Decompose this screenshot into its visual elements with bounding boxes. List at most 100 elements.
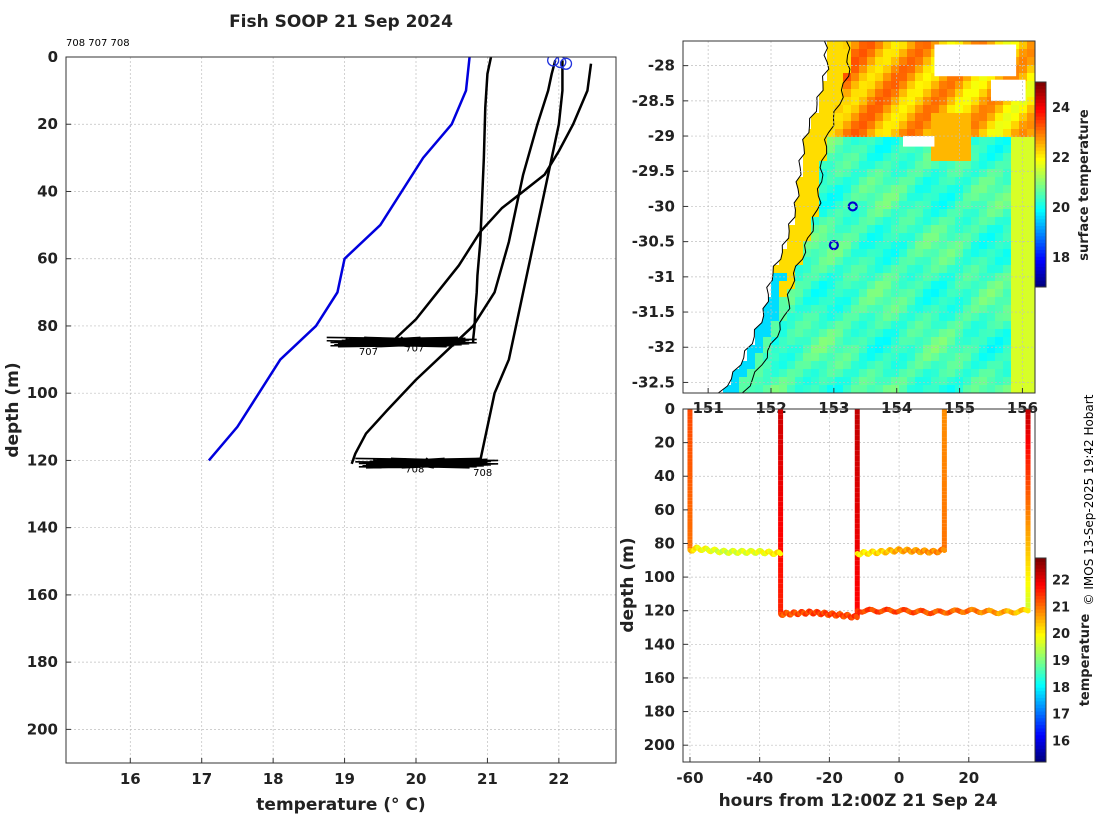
sst-cell (771, 337, 780, 346)
sst-cell (987, 105, 996, 114)
sst-cell (1003, 377, 1012, 386)
sst-cell (923, 193, 932, 202)
sst-cell (843, 65, 852, 74)
sst-cell (787, 361, 796, 370)
sst-cell (867, 361, 876, 370)
sst-cell (987, 233, 996, 242)
sst-cell (779, 249, 788, 258)
sst-cell (947, 153, 956, 162)
sst-cell (859, 257, 868, 266)
sst-cell (963, 209, 972, 218)
section-x-tick: -40 (746, 769, 773, 787)
section-colorbar-step (1035, 697, 1046, 702)
sst-cell (995, 313, 1004, 322)
sst-cell (811, 377, 820, 386)
sst-cell (987, 385, 996, 393)
sst-cell (843, 377, 852, 386)
sst-cell (747, 377, 756, 386)
sst-cell (859, 121, 868, 130)
sst-cell (851, 377, 860, 386)
sst-cell (891, 297, 900, 306)
sst-cell (939, 89, 948, 98)
map-colorbar-step (1035, 157, 1046, 162)
sst-cell (899, 217, 908, 226)
sst-cell (899, 257, 908, 266)
sst-cell (867, 97, 876, 106)
sst-cell (1019, 321, 1028, 330)
sst-cell (891, 305, 900, 314)
sst-cell (843, 177, 852, 186)
sst-cell (811, 241, 820, 250)
sst-cell (971, 177, 980, 186)
sst-cell (843, 297, 852, 306)
sst-cell (907, 81, 916, 90)
sst-cell (979, 249, 988, 258)
map-y-tick: -30.5 (632, 233, 675, 251)
sst-cell (883, 313, 892, 322)
sst-cell (995, 361, 1004, 370)
sst-cell (819, 329, 828, 338)
sst-cell (875, 353, 884, 362)
section-colorbar-step (1035, 602, 1046, 607)
sst-cell (947, 209, 956, 218)
sst-cell (939, 193, 948, 202)
sst-cell (883, 385, 892, 393)
sst-cell (971, 257, 980, 266)
sst-cell (851, 201, 860, 210)
sst-cell (843, 193, 852, 202)
sst-cell (1019, 153, 1028, 162)
sst-cell (763, 305, 772, 314)
section-colorbar-step (1035, 585, 1046, 590)
sst-cell (819, 345, 828, 354)
sst-cell (803, 169, 812, 178)
sst-cell (987, 225, 996, 234)
sst-cell (875, 225, 884, 234)
sst-cell (819, 297, 828, 306)
sst-cell (867, 121, 876, 130)
profile-tag: 708 (405, 464, 424, 475)
sst-cell (835, 385, 844, 393)
sst-cell (923, 217, 932, 226)
sst-cell (939, 161, 948, 170)
sst-cell (883, 273, 892, 282)
sst-cell (963, 241, 972, 250)
sst-cell (995, 193, 1004, 202)
section-colorbar-step (1035, 711, 1046, 715)
sst-cell (899, 249, 908, 258)
sst-cell (843, 385, 852, 393)
sst-cell (875, 121, 884, 130)
sst-cell (835, 73, 844, 82)
sst-cell (859, 97, 868, 106)
sst-cell (803, 369, 812, 378)
section-y-tick: 180 (644, 703, 675, 721)
sst-cell (963, 105, 972, 114)
map-x-tick: 156 (1007, 399, 1038, 417)
sst-cell (851, 337, 860, 346)
sst-cell (1027, 217, 1035, 226)
sst-cell (867, 185, 876, 194)
profile-line (350, 60, 557, 465)
sst-cell (947, 225, 956, 234)
sst-cell (851, 97, 860, 106)
section-x-label: hours from 12:00Z 21 Sep 24 (719, 791, 998, 811)
sst-cell (891, 97, 900, 106)
sst-cell (827, 81, 836, 90)
sst-cell (1027, 97, 1035, 106)
sst-cell (819, 201, 828, 210)
sst-cell (875, 145, 884, 154)
sst-cell (915, 217, 924, 226)
sst-cell (843, 249, 852, 258)
sst-cell (1019, 145, 1028, 154)
sst-cell (835, 49, 844, 58)
sst-cell (923, 265, 932, 274)
sst-cell (843, 81, 852, 90)
sst-cell (1027, 345, 1035, 354)
sst-cell (939, 153, 948, 162)
sst-cell (931, 345, 940, 354)
sst-cell (763, 321, 772, 330)
sst-cell (755, 377, 764, 386)
sst-cell (995, 257, 1004, 266)
section-colorbar-label: temperature (1078, 614, 1093, 707)
sst-cell (843, 153, 852, 162)
sst-cell (931, 321, 940, 330)
